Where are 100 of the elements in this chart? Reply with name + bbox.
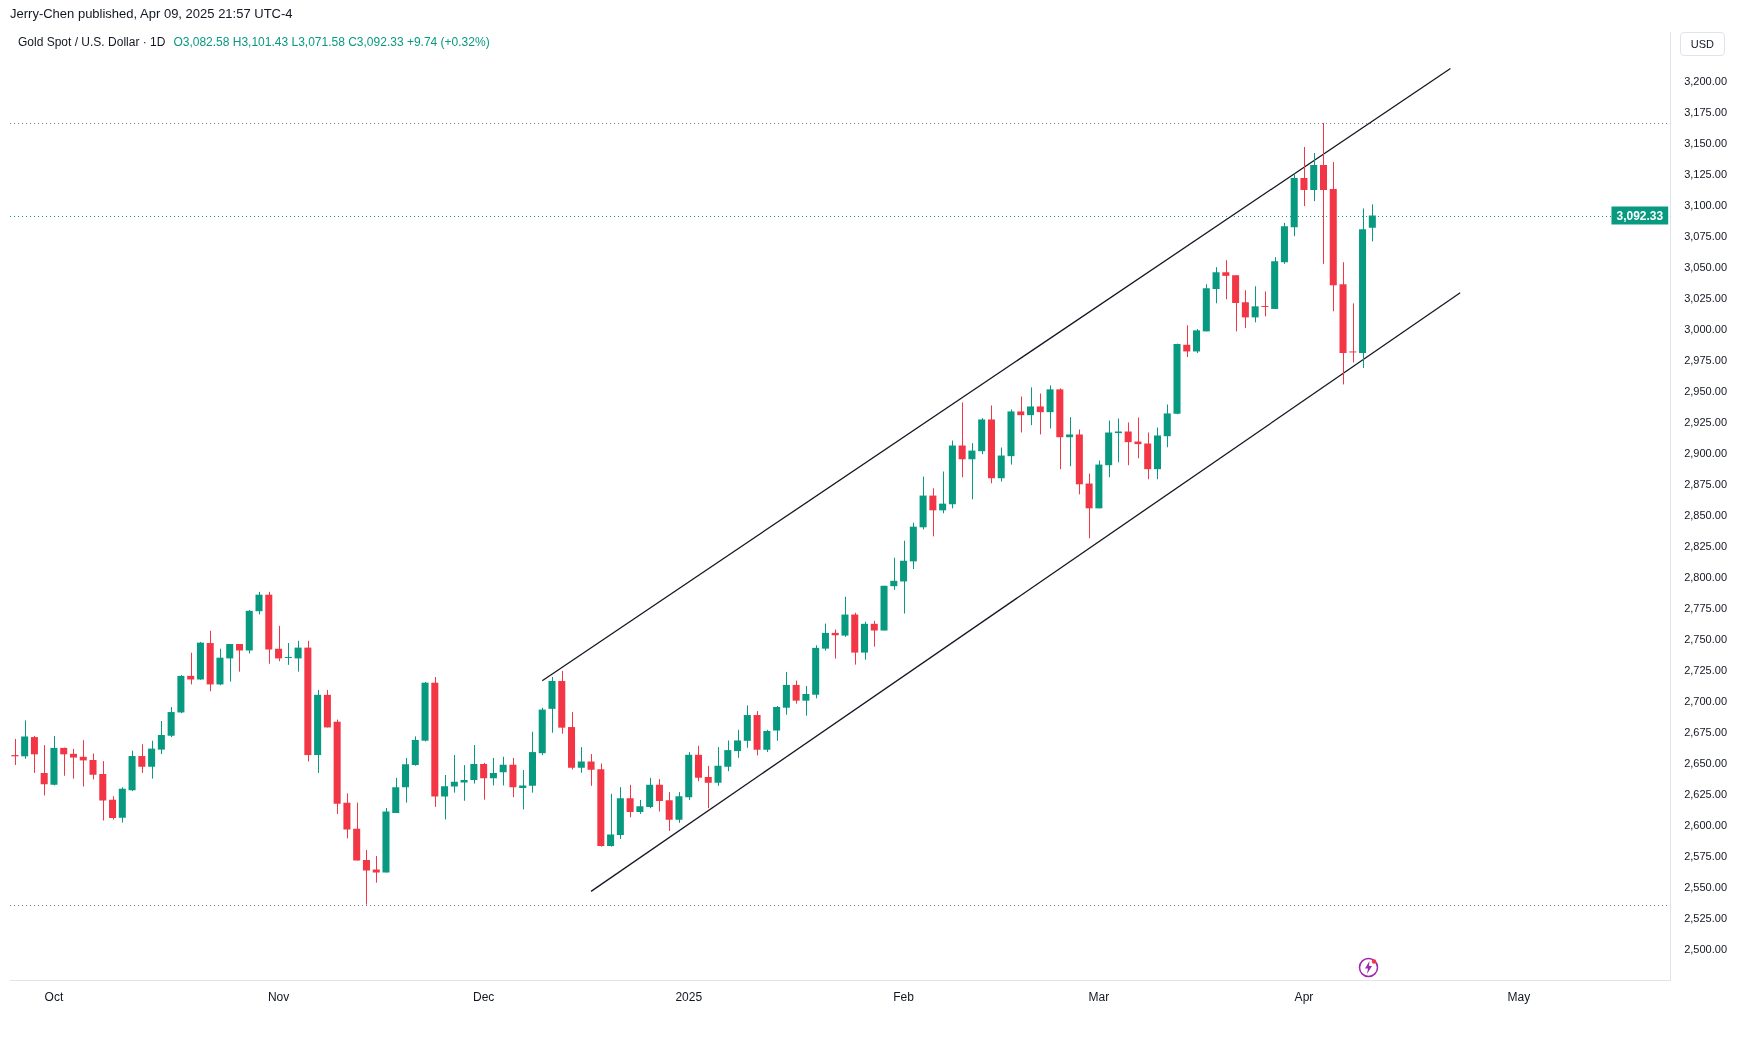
candlestick [665,791,673,832]
candlestick [167,706,175,738]
y-tick-label: 3,125.00 [1684,168,1728,181]
candlestick [968,442,976,500]
y-tick-label: 2,975.00 [1684,354,1728,367]
y-tick-label: 3,025.00 [1684,292,1728,305]
candlestick [587,753,595,787]
candlestick [1349,302,1357,363]
candlestick [1193,328,1201,354]
y-tick-label: 3,050.00 [1684,261,1728,274]
x-tick-label: Dec [472,990,495,1005]
y-tick-label: 3,100.00 [1684,199,1728,212]
candlestick [21,719,29,760]
candlestick [714,746,722,787]
text: USD [1679,32,1725,56]
y-tick-label: 2,525.00 [1684,911,1728,924]
candlestick [30,735,38,774]
y-tick-label: 2,825.00 [1684,539,1728,552]
candlestick [782,671,790,716]
candlestick [763,729,771,753]
candlestick [1027,386,1035,426]
candlestick [255,591,263,615]
candlestick [499,756,507,786]
candlestick [792,680,800,705]
candlestick [1066,416,1074,467]
candlestick [1300,146,1308,207]
annotation: O3,082.58 H3,101.43 L3,071.58 C3,092.33 +9.74 (+0.32%) [173,35,490,49]
candlestick [509,757,517,798]
y-tick-label: 2,900.00 [1684,446,1728,459]
candlestick [900,540,908,615]
candlestick [480,762,488,801]
candlestick [734,729,742,759]
candlestick [675,791,683,824]
candlestick [226,643,234,683]
x-tick-label: Oct [44,990,64,1005]
y-tick-label: 2,500.00 [1684,942,1728,955]
y-tick-label: 2,600.00 [1684,818,1728,831]
candlestick [958,401,966,478]
candlestick [294,640,302,673]
y-tick-label: 2,725.00 [1684,663,1728,676]
y-tick-label: 2,875.00 [1684,477,1728,490]
candlestick [694,745,702,782]
candlestick [773,705,781,742]
candlestick [626,784,634,818]
candlestick [138,743,146,774]
x-tick-label: 2025 [675,990,703,1005]
y-tick-label: 3,000.00 [1684,323,1728,336]
y-tick-label: 3,075.00 [1684,230,1728,243]
candlestick [519,769,527,810]
candlestick [470,744,478,785]
candlestick [870,620,878,648]
candlestick [577,746,585,774]
y-tick-label: 2,850.00 [1684,508,1728,521]
y-tick-label: 2,800.00 [1684,570,1728,583]
candlestick [1368,203,1376,242]
candlestick [89,753,97,780]
x-tick-label: Feb [893,990,915,1005]
candlestick [1212,266,1220,304]
y-tick-label: 3,150.00 [1684,137,1728,150]
candlestick [40,744,48,796]
candlestick [802,685,810,717]
candlestick [1036,392,1044,435]
y-tick-label: 2,675.00 [1684,725,1728,738]
chart-title: Gold Spot / U.S. Dollar · 1D [18,35,166,49]
y-tick-label: 2,550.00 [1684,880,1728,893]
candlestick [646,777,654,809]
candlestick [724,739,732,772]
candlestick [1124,421,1132,466]
candlestick [60,747,68,777]
y-tick-label: 2,925.00 [1684,415,1728,428]
candlestick [489,757,497,786]
candlestick [704,765,712,809]
candlestick [1046,384,1054,430]
candlestick [890,557,898,591]
candlestick [69,748,77,780]
candlestick [1163,403,1171,448]
candlestick [1261,290,1269,317]
text: Jerry-Chen published, Apr 09, 2025 21:57 UTC-4 [10,6,293,21]
candlestick [1222,259,1230,300]
candlestick [275,625,283,662]
candlestick [402,757,410,804]
y-tick-label: 2,575.00 [1684,849,1728,862]
candlestick [109,795,117,820]
candlestick [362,849,370,906]
y-tick-label: 2,775.00 [1684,601,1728,614]
candlestick [1241,289,1249,329]
candlestick [460,764,468,802]
candlestick [284,642,292,666]
x-tick-label: Mar [1088,990,1110,1005]
candlestick [441,774,449,820]
y-tick-label: 2,650.00 [1684,756,1728,769]
x-tick-label: Nov [267,990,290,1005]
candlestick [821,623,829,652]
candlestick [929,487,937,537]
candlestick [450,754,458,794]
ref-line-label: 3,092.33 [1616,208,1664,223]
candlestick [997,446,1005,483]
y-tick-label: 2,950.00 [1684,385,1728,397]
y-tick-label: 2,700.00 [1684,694,1728,707]
candlestick [655,778,663,813]
